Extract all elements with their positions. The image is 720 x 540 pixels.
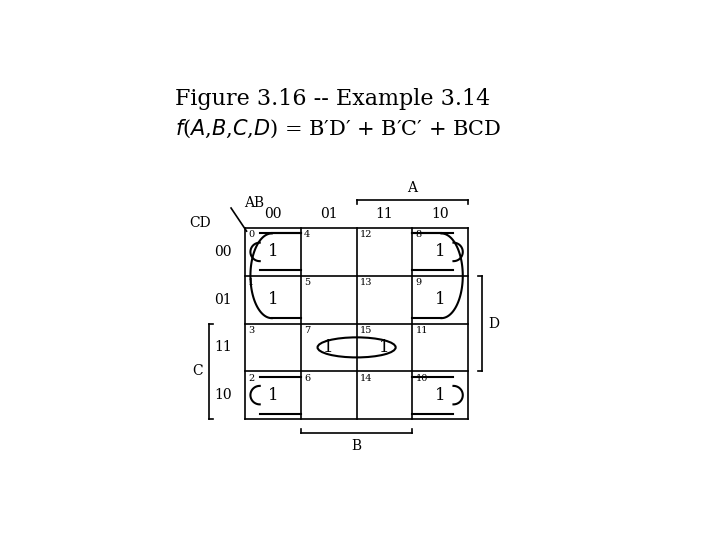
Text: 5: 5 <box>304 278 310 287</box>
Text: 1: 1 <box>268 244 278 260</box>
Text: 11: 11 <box>415 326 428 335</box>
Text: 1: 1 <box>268 387 278 403</box>
Text: 00: 00 <box>264 207 282 221</box>
Text: 1: 1 <box>435 291 446 308</box>
Text: 9: 9 <box>415 278 422 287</box>
Text: 10: 10 <box>415 374 428 382</box>
Text: 10: 10 <box>215 388 232 402</box>
Text: 10: 10 <box>431 207 449 221</box>
Text: A: A <box>408 181 418 195</box>
Text: C: C <box>192 364 203 378</box>
Text: 15: 15 <box>360 326 372 335</box>
Text: Figure 3.16 -- Example 3.14: Figure 3.16 -- Example 3.14 <box>175 88 490 110</box>
Text: 1: 1 <box>323 339 334 356</box>
Text: 12: 12 <box>360 231 372 239</box>
Text: 11: 11 <box>376 207 393 221</box>
Text: AB: AB <box>244 197 264 211</box>
Text: 14: 14 <box>360 374 372 382</box>
Text: 1: 1 <box>379 339 390 356</box>
Text: 1: 1 <box>435 244 446 260</box>
Text: 00: 00 <box>215 245 232 259</box>
Text: 11: 11 <box>215 340 232 354</box>
Text: 1: 1 <box>268 291 278 308</box>
Text: CD: CD <box>189 217 211 231</box>
Text: $\it{f}$($\it{A}$,$\it{B}$,$\it{C}$,$\it{D}$) = B′D′ + B′C′ + BCD: $\it{f}$($\it{A}$,$\it{B}$,$\it{C}$,$\it… <box>175 117 502 140</box>
Text: 01: 01 <box>320 207 338 221</box>
Text: 01: 01 <box>215 293 232 307</box>
Text: 6: 6 <box>304 374 310 382</box>
Text: D: D <box>488 316 500 330</box>
Text: B: B <box>351 439 361 453</box>
Text: 4: 4 <box>304 231 310 239</box>
Text: 1: 1 <box>435 387 446 403</box>
Text: 2: 2 <box>248 374 254 382</box>
Text: 8: 8 <box>415 231 422 239</box>
Text: 7: 7 <box>304 326 310 335</box>
Text: 3: 3 <box>248 326 254 335</box>
Text: 1: 1 <box>248 278 254 287</box>
Text: 0: 0 <box>248 231 254 239</box>
Text: 13: 13 <box>360 278 372 287</box>
